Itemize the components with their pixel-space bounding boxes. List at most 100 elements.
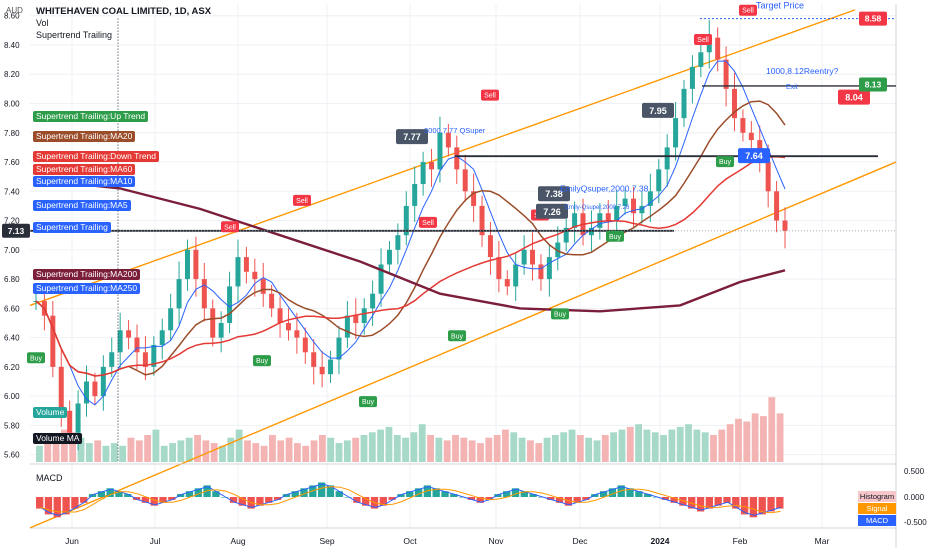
macd-hist-bar [705,497,714,509]
macd-hist-bar [353,497,361,503]
time-tick-label: Sep [319,536,334,546]
candle-body [454,147,460,170]
candle-body [656,169,662,192]
price-tick-label: 6.00 [4,392,20,401]
macd-label: MACD [36,473,63,483]
candle-body [681,88,687,119]
legend-tag[interactable]: Supertrend Trailing:MA60 [33,164,136,175]
price-tick-label: 7.00 [4,246,20,255]
legend-tag[interactable]: Supertrend Trailing:MA20 [33,131,136,142]
candle-body [597,213,603,228]
volume-bar [102,445,110,462]
volume-bar [735,418,742,462]
volume-bar [194,435,201,462]
macd-hist-bar [670,497,678,503]
volume-bar [318,435,326,462]
candle-body [386,249,392,265]
volume-bar [693,429,701,462]
macd-tag [858,503,896,514]
legend-tag[interactable]: Volume MA [33,433,83,444]
legend-tag[interactable]: Volume [33,407,68,418]
volume-bar [510,432,518,462]
macd-hist-bar [185,491,194,497]
volume-bar [219,445,226,462]
macd-hist-bar [344,497,352,498]
volume-bar [593,440,601,462]
sell-marker-label: Sell [484,93,496,100]
candle-body [243,257,249,272]
volume-bar [235,429,243,462]
macd-hist-bar [124,494,132,497]
macd-hist-bar [450,494,458,497]
volume-bar [85,443,93,462]
candle-body [285,322,291,331]
volume-bar [626,426,634,462]
volume-bar [360,435,368,462]
volume-bar [343,440,351,462]
volume-bar [36,445,43,462]
volume-bar [493,435,501,462]
volume-bar [402,437,409,462]
price-tick-label: 6.40 [4,334,20,343]
macd-hist-bar [485,497,493,500]
time-tick-label: Feb [733,536,748,546]
volume-bar [177,440,185,462]
volume-bar [643,429,651,462]
candle-body [328,359,334,375]
volume-bar [44,440,52,462]
ma5-line [35,60,786,406]
indicator-label: Supertrend Trailing [36,30,113,40]
ma200-line [35,178,786,313]
legend-tag[interactable]: Supertrend Trailing [33,222,111,233]
volume-bar [668,429,676,462]
volume-bar [452,435,459,462]
candle-body [260,279,266,294]
macd-hist-bar [467,497,476,500]
candle-body [126,330,132,338]
macd-hist-bar [582,497,590,500]
buy-marker [448,330,466,342]
macd-hist-bar [300,488,308,497]
volume-bar [477,443,484,462]
candle-body [142,352,148,367]
legend-tag[interactable]: Supertrend Trailing:MA250 [33,283,141,294]
volume-bar [327,437,335,462]
volume-bar [485,437,493,462]
volume-bar [244,440,251,462]
volume-bar [701,432,709,462]
candle-body [496,257,502,280]
volume-bar [576,435,584,462]
macd-hist-bar [511,488,520,497]
legend-tag[interactable]: Supertrend Trailing:MA5 [33,200,131,211]
volume-bar [60,429,68,462]
macd-hist-bar [696,497,705,512]
legend-tag[interactable]: Supertrend Trailing:MA10 [33,176,136,187]
buy-marker-label: Buy [719,159,732,166]
candle-body [412,183,418,206]
volume-bar [410,432,418,462]
horizontal-levels [30,18,896,462]
volume-bar [210,443,218,462]
ma60-line [35,156,786,377]
volume-bar [543,437,551,462]
legend-tag[interactable]: Supertrend Trailing:Down Trend [33,151,160,162]
candle-body [58,366,64,411]
price-tick-label: 7.20 [4,217,20,226]
candle-body [437,132,443,170]
candle-body [50,315,56,367]
volume-bar [227,437,235,462]
volume-bar [618,429,626,462]
candle-body [605,213,611,221]
sell-marker-label: Sell [224,224,236,231]
legend-tag[interactable]: Supertrend Trailing:MA200 [33,269,141,280]
legend-tag[interactable]: Supertrend Trailing:Up Trend [33,111,149,122]
macd-hist-bar [150,497,158,506]
time-tick-label: Jun [65,536,79,546]
macd-hist-bar [555,497,564,503]
candle-body [698,52,704,67]
candle-body [782,220,788,231]
candle-body [210,308,216,338]
macd-hist-bar [679,497,687,506]
candle-body [546,257,552,280]
